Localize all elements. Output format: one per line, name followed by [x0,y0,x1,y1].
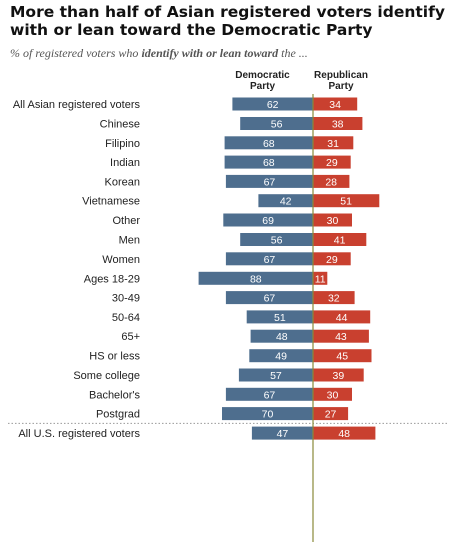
democratic-value-label: 42 [280,196,292,208]
republican-bar [313,194,380,208]
row-label: 50-64 [112,312,140,324]
subtitle-suffix: the ... [278,46,308,60]
republican-value-label: 30 [327,389,339,401]
democratic-bar [222,407,313,421]
row-label: Ages 18-29 [84,273,140,285]
democratic-bar [250,329,313,343]
democratic-value-label: 68 [263,157,275,169]
row-label: 65+ [121,331,140,343]
republican-bar [313,252,351,266]
democratic-bar [225,174,313,188]
democratic-value-label: 67 [264,389,276,401]
democratic-bar [223,213,313,227]
democratic-value-label: 69 [262,215,274,227]
democratic-bar [238,368,313,382]
subtitle-emphasis: identify with or lean toward [141,46,279,60]
democratic-bar [198,271,313,285]
republican-value-label: 29 [326,254,338,266]
democratic-bar [225,252,313,266]
democratic-value-label: 57 [270,370,282,382]
republican-bar [313,174,350,188]
democratic-value-label: 56 [271,235,283,247]
republican-bar [313,97,358,111]
row-label: Filipino [105,138,140,150]
democratic-value-label: 68 [263,138,275,150]
democratic-value-label: 51 [274,312,286,324]
republican-bar [313,387,352,401]
democratic-value-label: 67 [264,176,276,188]
republican-value-label: 31 [327,138,339,150]
republican-bar [313,155,351,169]
row-label: HS or less [89,351,140,363]
republican-bar [313,426,376,440]
republican-value-label: 28 [325,176,337,188]
democratic-value-label: 56 [271,119,283,131]
row-label: Men [119,235,140,247]
row-label: Bachelor's [89,389,141,401]
republican-value-label: 45 [336,351,348,363]
row-label: All Asian registered voters [13,99,141,111]
republican-value-label: 39 [333,370,345,382]
republican-value-label: 41 [334,235,346,247]
republican-bar [313,136,354,150]
republican-bar [313,233,367,246]
democratic-column-header: Democratic Party [235,70,290,92]
row-label: Some college [73,370,140,382]
republican-value-label: 32 [328,293,340,305]
subtitle-text: % of registered voters who [10,46,142,60]
democratic-bar [258,194,313,208]
republican-bar [313,117,363,130]
democratic-bar [224,155,313,169]
row-label: Women [102,254,140,266]
chart-title: More than half of Asian registered voter… [10,3,445,39]
democratic-bar [232,97,313,111]
republican-bar [313,407,349,421]
democratic-value-label: 48 [276,331,288,343]
republican-value-label: 29 [326,157,338,169]
republican-value-label: 27 [325,409,337,421]
democratic-value-label: 47 [277,428,289,440]
row-label: Chinese [100,119,140,131]
row-label: Other [112,215,140,227]
democratic-value-label: 70 [262,409,274,421]
republican-bar [313,329,369,343]
republican-bar [313,310,371,324]
republican-value-label: 30 [327,215,339,227]
row-label: All U.S. registered voters [18,428,140,440]
republican-bar [313,213,352,227]
republican-value-label: 48 [338,428,350,440]
row-label: Indian [110,157,140,169]
democratic-bar [246,310,313,324]
democratic-value-label: 62 [267,99,279,111]
republican-value-label: 44 [336,312,348,324]
republican-value-label: 51 [340,196,352,208]
republican-value-label: 11 [315,273,326,285]
democratic-bar [251,426,313,440]
republican-value-label: 43 [335,331,347,343]
democratic-bar [240,233,313,246]
republican-bar [313,368,364,382]
democratic-bar [225,291,313,305]
republican-value-label: 34 [329,99,341,111]
chart-subtitle: % of registered voters who identify with… [10,46,308,61]
democratic-value-label: 67 [264,254,276,266]
democratic-bar [225,387,313,401]
democratic-value-label: 67 [264,293,276,305]
row-label: Korean [105,176,140,188]
democratic-value-label: 49 [275,351,287,363]
democratic-bar [240,117,313,130]
row-label: 30-49 [112,293,140,305]
republican-bar [313,291,355,305]
democratic-bar [249,349,313,363]
row-label: Postgrad [96,409,140,421]
republican-value-label: 38 [332,119,344,131]
republican-bar [313,349,372,363]
republican-bar [313,271,328,285]
row-label: Vietnamese [82,196,140,208]
republican-column-header: Republican Party [314,70,368,92]
democratic-bar [224,136,313,150]
democratic-value-label: 88 [250,273,262,285]
